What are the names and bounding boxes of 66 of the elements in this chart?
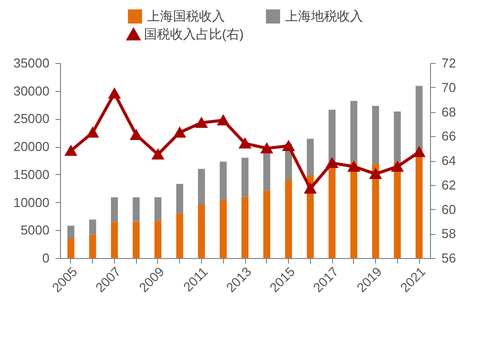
bar — [416, 155, 423, 258]
y2-tick-label: 66 — [442, 128, 456, 144]
point — [261, 143, 273, 154]
y2-tick-label: 56 — [442, 250, 456, 266]
bar — [89, 234, 96, 258]
bar — [154, 220, 162, 258]
y2-tick-label: 64 — [442, 153, 456, 168]
bar — [176, 213, 184, 258]
point — [348, 161, 360, 172]
y2-tick-label: 62 — [442, 177, 456, 192]
point — [413, 146, 425, 158]
point — [108, 88, 120, 99]
y-tick-label: 30000 — [13, 83, 50, 98]
y-tick-label: 25000 — [13, 111, 50, 126]
y-tick-label: 35000 — [13, 56, 50, 70]
y-tick-label: 5000 — [20, 222, 50, 238]
bar — [394, 162, 401, 258]
bar — [263, 190, 270, 258]
bar — [89, 220, 96, 235]
point — [326, 158, 338, 168]
bar — [372, 164, 380, 258]
point — [239, 138, 251, 149]
y2-tick-label: 68 — [442, 104, 456, 120]
bar — [306, 138, 314, 176]
y-tick-label: 15000 — [13, 166, 50, 182]
legend-label: 国税收入占比(右) — [144, 26, 244, 42]
bar — [328, 167, 336, 258]
point — [174, 127, 186, 138]
bar — [220, 162, 227, 200]
y-tick-label: 10000 — [13, 194, 50, 210]
bar — [350, 162, 358, 258]
bar — [67, 238, 74, 258]
bar — [154, 197, 162, 221]
bar — [110, 197, 118, 222]
point — [86, 127, 98, 138]
bar — [198, 168, 205, 205]
bar — [176, 184, 184, 214]
bar — [242, 196, 248, 258]
bar — [198, 204, 205, 258]
bar — [67, 226, 74, 238]
y2-tick-label: 58 — [442, 226, 456, 242]
point — [392, 161, 404, 172]
y-tick-label: 20000 — [13, 139, 50, 154]
bar — [110, 222, 118, 258]
point — [370, 168, 382, 180]
legend-label: 上海国税收入 — [147, 8, 225, 24]
point — [282, 140, 294, 151]
point — [304, 183, 316, 194]
bar — [350, 100, 358, 162]
point — [217, 115, 229, 126]
bar — [285, 180, 292, 258]
legend-label: 上海地税收入 — [285, 8, 363, 24]
y-tick-label: 0 — [42, 250, 50, 266]
bar — [220, 200, 227, 258]
point — [130, 130, 142, 140]
bar — [242, 158, 248, 197]
bar — [372, 106, 380, 164]
bar — [132, 222, 140, 258]
point — [152, 149, 164, 160]
y2-tick-label: 70 — [442, 80, 456, 95]
y2-tick-label: 60 — [442, 202, 456, 217]
y2-tick-label: 72 — [442, 56, 456, 70]
point — [196, 118, 208, 128]
bar — [394, 111, 401, 162]
bar — [132, 197, 140, 222]
point — [65, 146, 77, 156]
